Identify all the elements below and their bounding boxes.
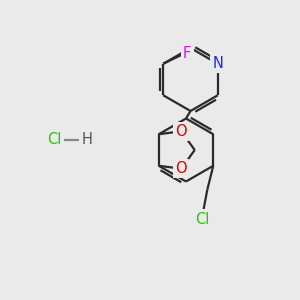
Text: H: H xyxy=(82,132,92,147)
Text: Cl: Cl xyxy=(47,132,61,147)
Text: O: O xyxy=(176,161,187,176)
Text: F: F xyxy=(183,46,191,61)
Text: Cl: Cl xyxy=(196,212,210,227)
Text: O: O xyxy=(176,124,187,139)
Text: N: N xyxy=(212,56,223,71)
